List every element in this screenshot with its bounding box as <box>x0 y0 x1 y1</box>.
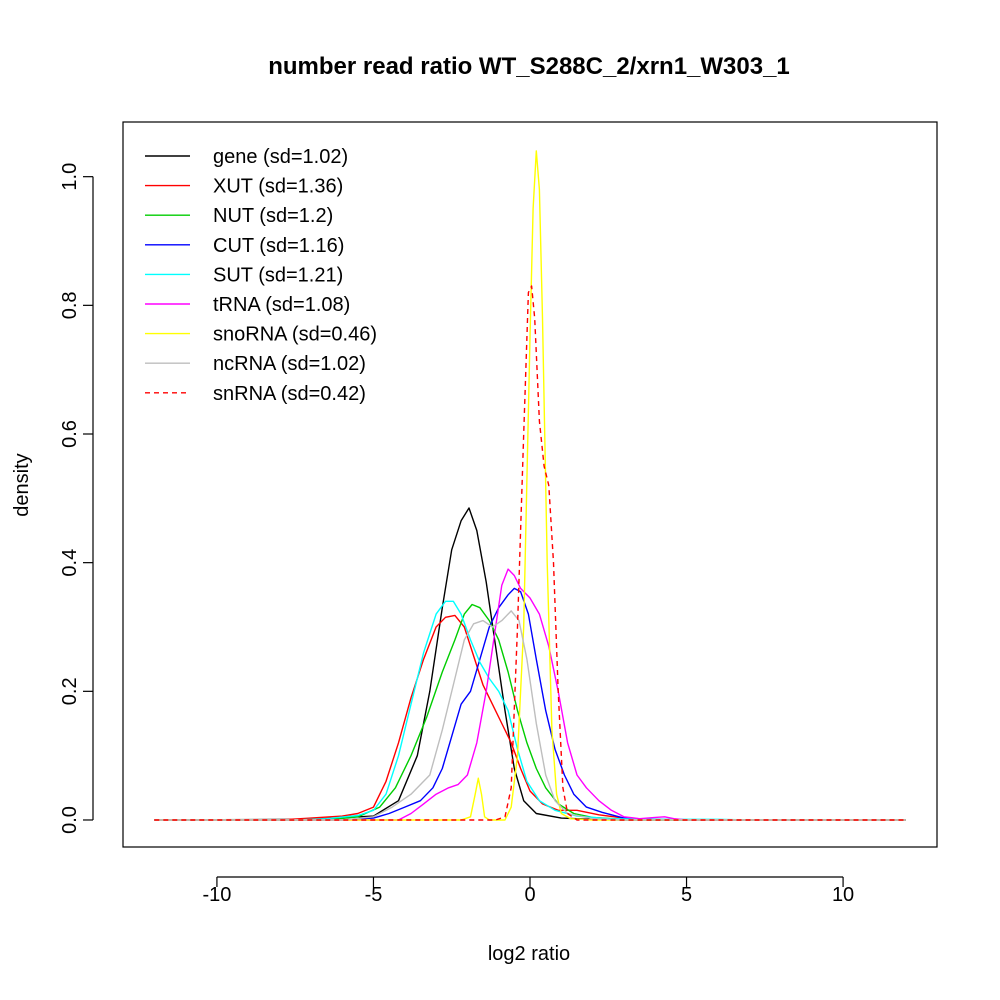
series-line-SUT <box>154 600 906 821</box>
x-tick-label: 10 <box>832 884 854 906</box>
legend-label-SUT: SUT (sd=1.21) <box>213 264 343 286</box>
series-line-NUT <box>154 603 906 821</box>
series-line-snoRNA <box>154 150 906 821</box>
series-layer <box>154 150 906 821</box>
x-axis-label: log2 ratio <box>488 943 570 965</box>
legend: gene (sd=1.02) XUT (sd=1.36) NUT (sd=1.2) C… <box>145 146 377 405</box>
legend-label-ncRNA: ncRNA (sd=1.02) <box>213 353 366 375</box>
x-axis: -10 -5 0 5 10 <box>202 876 854 906</box>
series-line-XUT <box>154 614 906 821</box>
legend-label-CUT: CUT (sd=1.16) <box>213 235 344 257</box>
series-line-gene <box>154 507 906 821</box>
series-line-CUT <box>154 587 906 821</box>
plot-frame <box>122 121 938 848</box>
series-line-ncRNA <box>154 610 906 821</box>
y-tick-label: 0.6 <box>59 420 81 448</box>
series-line-tRNA <box>154 568 906 821</box>
legend-label-XUT: XUT (sd=1.36) <box>213 176 343 198</box>
x-tick-label: -10 <box>202 884 231 906</box>
legend-label-NUT: NUT (sd=1.2) <box>213 205 333 227</box>
y-tick-label: 0.8 <box>59 291 81 319</box>
y-axis: 0.0 0.2 0.4 0.6 0.8 1.0 <box>59 163 94 834</box>
legend-label-snoRNA: snoRNA (sd=0.46) <box>213 324 377 346</box>
chart-title: number read ratio WT_S288C_2/xrn1_W303_1 <box>268 53 790 80</box>
legend-label-gene: gene (sd=1.02) <box>213 146 348 168</box>
y-tick-label: 0.0 <box>59 806 81 834</box>
series-line-snRNA <box>154 285 906 821</box>
x-tick-label: -5 <box>365 884 383 906</box>
y-tick-label: 1.0 <box>59 163 81 191</box>
legend-label-tRNA: tRNA (sd=1.08) <box>213 294 350 316</box>
legend-label-snRNA: snRNA (sd=0.42) <box>213 383 366 405</box>
y-axis-label: density <box>11 453 33 516</box>
y-tick-label: 0.2 <box>59 677 81 705</box>
x-tick-label: 0 <box>524 884 535 906</box>
y-tick-label: 0.4 <box>59 549 81 577</box>
x-tick-label: 5 <box>681 884 692 906</box>
